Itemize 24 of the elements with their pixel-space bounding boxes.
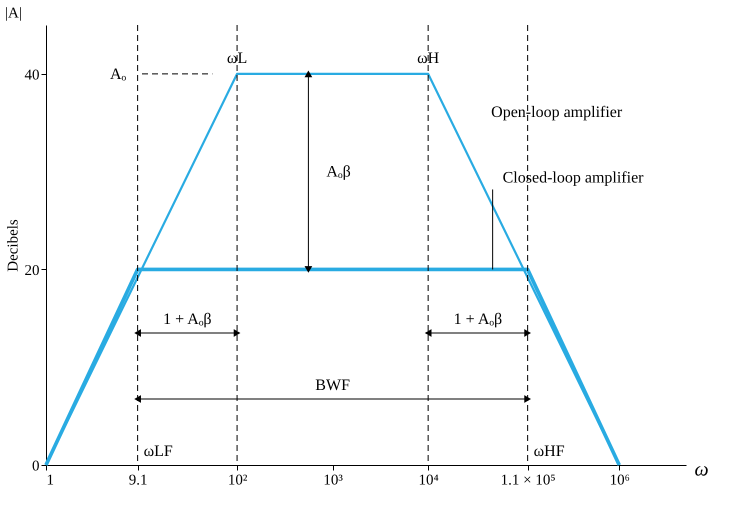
annotation: ωH <box>417 50 440 67</box>
x-tick-label: 1.1 × 10⁵ <box>500 472 556 488</box>
y-tick-label: 20 <box>24 262 40 279</box>
annotation: 1 + Aₒβ <box>163 311 212 328</box>
y-axis-title: Decibels <box>6 219 22 272</box>
annotation: ωHF <box>534 443 565 460</box>
x-tick-label: 10³ <box>323 472 344 488</box>
annotation: Aₒβ <box>326 164 351 181</box>
x-tick-label: 10⁶ <box>610 472 630 488</box>
text: Closed-loop amplifier <box>502 169 644 186</box>
annotation: ωLF <box>144 443 173 460</box>
text: |A| <box>5 6 22 22</box>
y-tick-label: 40 <box>24 67 40 84</box>
text: Open-loop amplifier <box>491 104 623 121</box>
x-tick-label: 9.1 <box>128 472 148 488</box>
x-tick-label: 1 <box>46 472 54 488</box>
annotation: 1 + Aₒβ <box>454 311 502 328</box>
y-tick-label: 0 <box>32 458 40 474</box>
x-tick-label: 10⁴ <box>418 472 439 488</box>
annotation: BWF <box>315 377 350 394</box>
annotation: Aₒ <box>110 66 127 83</box>
x-axis-title: ω <box>694 458 709 480</box>
annotation: ωL <box>226 50 248 67</box>
x-tick-label: 10² <box>228 472 248 488</box>
